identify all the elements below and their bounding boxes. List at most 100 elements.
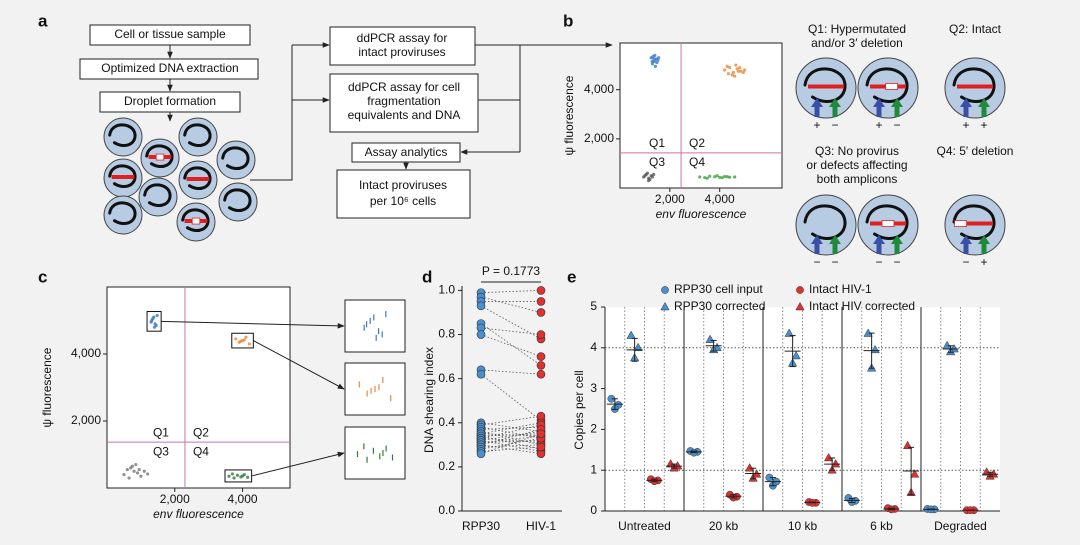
y-tick-label: 2,000: [584, 131, 614, 145]
droplet-point: [122, 473, 126, 477]
marker-triangle: [633, 342, 643, 352]
marker-triangle: [823, 452, 834, 462]
probe-arrow: [978, 235, 990, 254]
provirus-deletion: [954, 220, 967, 227]
pair-connector: [480, 435, 542, 450]
y-axis-label: Copies per cell: [572, 370, 586, 449]
quadrant-label: Q3: [153, 444, 169, 458]
provirus-deletion: [191, 217, 201, 225]
pair-connector: [480, 422, 542, 435]
pair-connector: [480, 305, 542, 340]
y-axis-label: ψ fluorescence: [562, 75, 576, 155]
droplet-point: [720, 176, 724, 180]
droplet-point: [240, 474, 245, 478]
droplet-point: [647, 179, 651, 183]
x-tick-label: 4,000: [228, 492, 258, 506]
droplet-point: [137, 467, 141, 472]
x-tick-label: 6 kb: [870, 519, 893, 533]
legend-marker: [796, 286, 804, 294]
pair-connector: [480, 433, 542, 455]
probe-arrow: [891, 98, 903, 117]
probe-sign: +: [980, 118, 987, 132]
droplet-point: [146, 472, 150, 476]
flow-text: ddPCR assay for: [357, 31, 448, 45]
pair-connector: [480, 433, 542, 437]
flow-text: equivalents and DNA: [348, 108, 461, 122]
droplet-point: [726, 72, 731, 76]
y-tick-label: 4,000: [71, 346, 101, 360]
y-tick-label: 0.6: [438, 371, 455, 385]
flow-text: Intact proviruses: [359, 178, 447, 192]
probe-sign: −: [893, 255, 900, 269]
droplet-point: [232, 476, 236, 480]
pair-connector: [480, 373, 542, 421]
pair-connector: [480, 444, 542, 455]
quadrant-title: Q1: Hypermutated: [808, 22, 906, 36]
pair-connector: [480, 431, 542, 446]
y-tick-label: 0.8: [438, 327, 455, 341]
droplet-point: [651, 54, 655, 59]
flow-text: intact proviruses: [358, 45, 445, 59]
x-tick-label: 10 kb: [788, 519, 818, 533]
droplet-point: [127, 476, 131, 480]
legend-label: Intact HIV corrected: [809, 299, 915, 313]
probe-arrow: [811, 98, 823, 117]
pair-connector: [480, 296, 542, 313]
quadrant-title: both amplicons: [817, 172, 898, 186]
plot-area: [106, 286, 291, 489]
droplet-point: [730, 73, 734, 77]
zoom-inset: [344, 299, 406, 353]
droplet-point: [150, 318, 154, 323]
sample-point: [536, 429, 546, 439]
droplet-point: [230, 472, 234, 476]
y-tick-label: 1: [590, 462, 597, 476]
provirus-deletion: [881, 220, 895, 227]
x-tick-label: RPP30: [462, 519, 500, 533]
droplet-point: [244, 335, 248, 339]
panel-letter: e: [567, 267, 576, 286]
x-tick-label: 2,000: [655, 192, 685, 206]
droplet-point: [713, 175, 717, 179]
marker-triangle: [902, 440, 913, 449]
provirus-squiggle: [108, 123, 137, 147]
sample-point: [536, 286, 546, 295]
probe-sign: +: [962, 118, 969, 132]
x-axis-label: env fluorescence: [153, 507, 244, 521]
legend-label: RPP30 cell input: [674, 282, 763, 296]
pair-connector: [480, 369, 542, 375]
legend-marker: [661, 286, 669, 294]
droplet-point: [733, 175, 737, 179]
droplet-point: [246, 475, 250, 479]
probe-arrow: [891, 235, 903, 254]
x-tick-label: 2,000: [160, 492, 190, 506]
droplet-point: [655, 61, 659, 65]
droplet-point: [731, 70, 736, 75]
provirus-squiggle: [181, 208, 210, 232]
sample-point: [536, 352, 546, 361]
droplet-point: [135, 471, 140, 475]
y-tick-label: 0.2: [438, 459, 455, 473]
quadrant-label: Q1: [153, 425, 169, 439]
provirus-squiggle: [223, 188, 252, 212]
droplet-point: [650, 62, 655, 66]
probe-sign: −: [893, 118, 900, 132]
marker-triangle: [744, 463, 755, 472]
droplet-point: [653, 64, 657, 68]
droplet-point: [718, 175, 722, 180]
quadrant-label: Q2: [193, 425, 209, 439]
legend-marker: [795, 301, 805, 311]
droplet-point: [227, 474, 231, 478]
x-tick-label: 20 kb: [709, 519, 739, 533]
droplet-point: [733, 74, 737, 78]
probe-sign: +: [980, 255, 987, 269]
flow-box: [329, 73, 479, 133]
quadrant-label: Q3: [649, 155, 665, 169]
droplet-point: [698, 175, 702, 179]
flow-text: ddPCR assay for cell: [348, 80, 460, 94]
provirus-squiggle: [803, 67, 847, 103]
droplet-point: [723, 174, 727, 179]
flow-step: Droplet formation: [124, 94, 216, 108]
droplet-point: [235, 473, 240, 477]
cell-illustration: [795, 194, 857, 256]
quadrant-label: Q4: [689, 155, 705, 169]
